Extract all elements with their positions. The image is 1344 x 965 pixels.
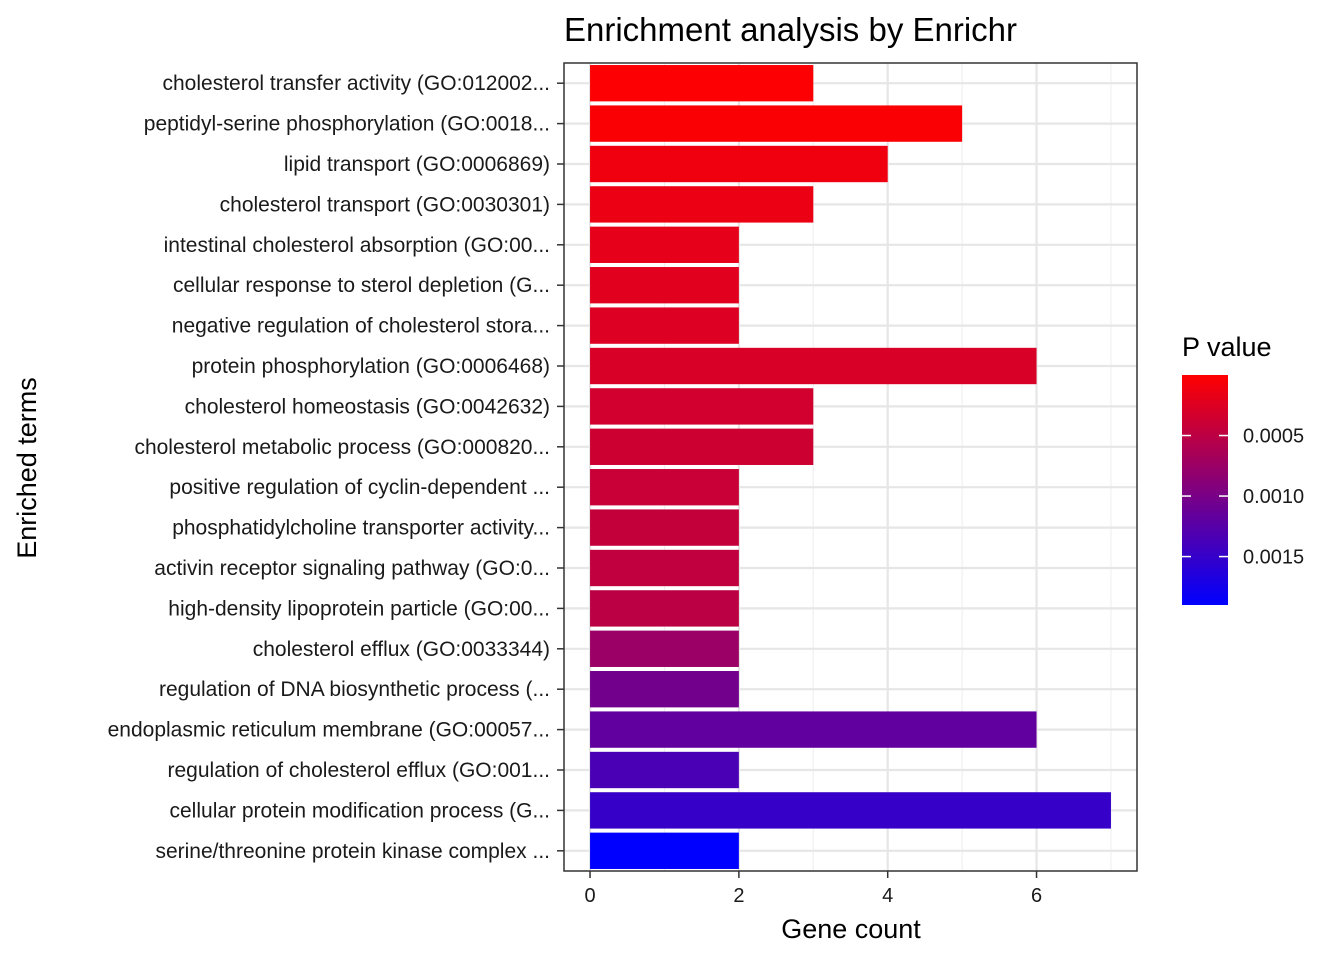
bar bbox=[590, 751, 739, 789]
category-label: phosphatidylcholine transporter activity… bbox=[172, 517, 550, 540]
legend-colorbar bbox=[1182, 375, 1228, 605]
category-label: negative regulation of cholesterol stora… bbox=[172, 315, 550, 338]
category-label: protein phosphorylation (GO:0006468) bbox=[192, 355, 550, 378]
category-label: cholesterol transport (GO:0030301) bbox=[220, 193, 550, 216]
category-label: cholesterol homeostasis (GO:0042632) bbox=[185, 395, 550, 418]
category-label: positive regulation of cyclin-dependent … bbox=[169, 476, 550, 499]
x-tick-label: 0 bbox=[584, 885, 595, 907]
bar bbox=[590, 307, 739, 344]
plot-background bbox=[564, 63, 1137, 871]
bar bbox=[590, 509, 739, 546]
bar bbox=[590, 630, 739, 667]
plot-border bbox=[563, 62, 1138, 872]
category-label: cholesterol metabolic process (GO:000820… bbox=[134, 436, 550, 459]
bar bbox=[590, 792, 1111, 829]
x-tick-label: 4 bbox=[882, 885, 893, 907]
bar bbox=[590, 590, 739, 627]
bar bbox=[590, 671, 739, 708]
legend: P value 0.0005 0.0010 0.0015 bbox=[1182, 332, 1304, 605]
legend-tick-label: 0.0015 bbox=[1243, 547, 1304, 569]
bar bbox=[590, 711, 1037, 748]
category-label: intestinal cholesterol absorption (GO:00… bbox=[164, 234, 550, 257]
bar bbox=[590, 388, 814, 425]
category-label: activin receptor signaling pathway (GO:0… bbox=[154, 557, 550, 580]
category-label: cellular response to sterol depletion (G… bbox=[173, 274, 550, 297]
category-label: serine/threonine protein kinase complex … bbox=[155, 840, 550, 863]
x-tick-label: 2 bbox=[733, 885, 744, 907]
x-tick-label: 6 bbox=[1031, 885, 1042, 907]
category-label: peptidyl-serine phosphorylation (GO:0018… bbox=[144, 113, 550, 136]
plot-area: cholesterol transfer activity (GO:012002… bbox=[108, 62, 1138, 907]
bar bbox=[590, 832, 739, 869]
y-axis-title: Enriched terms bbox=[12, 377, 42, 559]
bar bbox=[590, 347, 1037, 385]
category-label: endoplasmic reticulum membrane (GO:00057… bbox=[108, 719, 550, 742]
legend-tick-label: 0.0010 bbox=[1243, 486, 1304, 508]
category-label: regulation of DNA biosynthetic process (… bbox=[159, 678, 550, 701]
bar bbox=[590, 226, 739, 263]
legend-title: P value bbox=[1182, 332, 1272, 362]
bar bbox=[590, 428, 814, 465]
legend-tick-label: 0.0005 bbox=[1243, 426, 1304, 448]
bar bbox=[590, 267, 739, 304]
category-label: lipid transport (GO:0006869) bbox=[284, 153, 550, 176]
category-label: high-density lipoprotein particle (GO:00… bbox=[168, 597, 550, 620]
bar bbox=[590, 549, 739, 587]
chart-title: Enrichment analysis by Enrichr bbox=[564, 11, 1017, 48]
x-axis-title: Gene count bbox=[781, 914, 921, 944]
bar bbox=[590, 469, 739, 506]
category-label: cholesterol transfer activity (GO:012002… bbox=[162, 72, 550, 95]
category-label: regulation of cholesterol efflux (GO:001… bbox=[168, 759, 551, 782]
bar bbox=[590, 105, 963, 142]
category-label: cholesterol efflux (GO:0033344) bbox=[253, 638, 550, 661]
bar bbox=[590, 186, 814, 223]
bar bbox=[590, 145, 888, 183]
category-label: cellular protein modification process (G… bbox=[170, 799, 551, 822]
bar bbox=[590, 65, 814, 102]
